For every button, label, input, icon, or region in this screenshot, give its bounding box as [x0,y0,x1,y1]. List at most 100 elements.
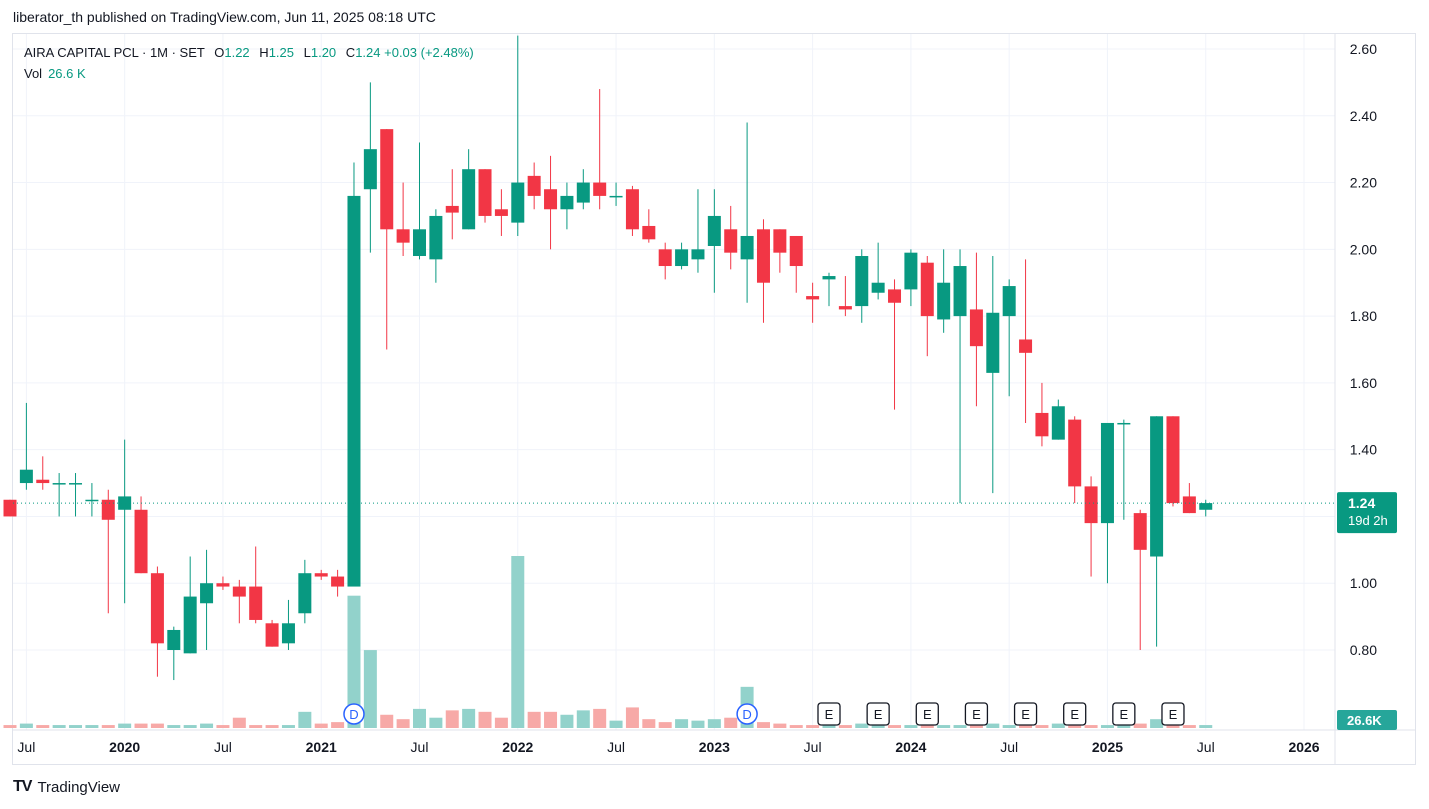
candle-body [1133,513,1147,550]
y-tick-label: 2.40 [1350,108,1377,124]
volume-bar [167,725,181,728]
earnings-marker-icon [1161,702,1185,726]
volume-bar [1166,723,1180,728]
candle-body [544,189,558,210]
volume-bar [724,717,738,728]
volume-bar [920,725,934,728]
candle-body [871,282,885,293]
volume-label: Vol [24,66,43,81]
volume-bar [1051,723,1065,728]
candle-body [511,182,525,223]
x-tick-label: 2021 [306,739,337,755]
candle-body [888,289,902,303]
candle-body [969,309,983,347]
volume-bar [675,719,689,728]
x-tick-label: Jul [1000,739,1018,755]
candle-body [740,235,754,260]
earnings-marker-icon [817,702,841,726]
candle-body [216,583,230,587]
candle-body [85,499,99,502]
x-tick-label: Jul [607,739,625,755]
earnings-marker-label: E [825,707,834,722]
dividend-marker-label: D [742,707,751,722]
candle-body [773,229,787,253]
volume-bar [363,650,377,728]
volume-bar [462,708,476,728]
candle-body [937,282,951,320]
earnings-marker-icon [866,702,890,726]
candle-body [232,586,246,597]
volume-bar [52,725,66,728]
candle-body [380,129,394,230]
x-tick-label: Jul [214,739,232,755]
ohlc-legend: AIRA CAPITAL PCL · 1M · SET O1.22 H1.25 … [24,45,474,60]
x-tick-label: 2020 [109,739,140,755]
candle-body [150,573,164,644]
volume-bar [265,725,279,728]
candle-body [3,499,17,517]
candle-body [1199,503,1213,510]
candle-body [331,576,345,587]
volume-bar [969,723,983,728]
candle-body [838,306,852,310]
candle-body [413,229,426,257]
candle-body [167,629,181,650]
volume-legend: Vol 26.6 K [24,66,86,81]
x-tick-label: 2022 [502,739,533,755]
volume-bar [576,710,590,728]
y-tick-label: 0.80 [1350,642,1377,658]
candle-body [281,623,295,644]
earnings-marker-label: E [1070,707,1079,722]
volume-bar [19,723,33,728]
legend-close-value: 1.24 [355,45,381,60]
candle-body [855,256,869,307]
volume-value: 26.6 K [48,66,86,81]
candle-body [576,182,590,203]
candle-body [789,235,803,267]
candle-body [1182,496,1196,514]
volume-bar [281,725,295,728]
candle-body [1035,412,1049,437]
candle-body [675,249,689,267]
volume-bar [216,725,230,728]
x-tick-label: Jul [411,739,429,755]
candle-body [396,229,410,243]
legend-low-value: 1.20 [310,45,337,60]
volume-bar [183,725,197,728]
earnings-marker-label: E [874,707,883,722]
candle-body [609,195,623,198]
candle-body [1068,419,1082,487]
volume-bar [1084,725,1098,728]
candle-body [1150,416,1164,557]
volume-bar [396,719,410,728]
volume-bar [478,711,492,728]
volume-bar [904,725,918,728]
volume-bar [822,725,836,728]
candle-body [724,229,738,253]
tradingview-logo-icon: TV [13,778,32,795]
candle-body [134,509,148,574]
volume-bar [134,723,148,728]
x-tick-label: 2024 [895,739,926,755]
volume-bar [429,717,443,728]
earnings-marker-icon [1013,702,1038,726]
volume-label-bg [1337,710,1397,730]
dividend-marker-icon [736,703,758,725]
volume-bar [494,717,508,728]
volume-bar [1117,723,1131,728]
earnings-marker-label: E [1021,707,1030,722]
legend-low-label: L [303,45,311,60]
y-tick-label: 2.60 [1350,41,1377,57]
volume-bar [445,710,459,728]
candle-body [429,215,443,260]
legend-symbol: AIRA CAPITAL PCL · 1M · SET [24,45,205,60]
candle-body [1117,422,1131,425]
volume-bar [249,725,263,728]
volume-bar [3,725,17,728]
candle-body [462,169,476,230]
volume-bar [1199,725,1213,728]
volume-bar [560,714,574,728]
volume-bar [413,708,426,728]
footer-brand[interactable]: TV TradingView [13,778,120,796]
